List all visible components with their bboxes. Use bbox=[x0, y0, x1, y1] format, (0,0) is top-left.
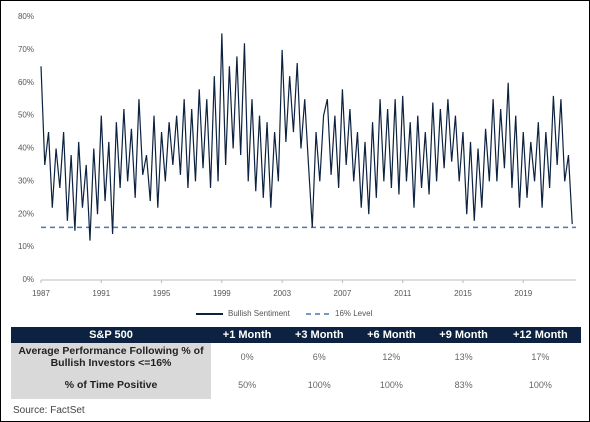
row: Average Performance Following % of Bulli… bbox=[11, 343, 581, 371]
row: % of Time Positive 50% 100% 100% 83% 100% bbox=[11, 371, 581, 399]
legend-label: 16% Level bbox=[335, 309, 373, 318]
cell: 12% bbox=[382, 352, 401, 362]
x-tick-label: 2007 bbox=[334, 289, 352, 298]
legend-label: Bullish Sentiment bbox=[228, 309, 291, 318]
y-tick-label: 80% bbox=[18, 12, 34, 21]
series-line bbox=[40, 33, 573, 241]
y-tick-label: 10% bbox=[18, 242, 34, 251]
x-tick-label: 1999 bbox=[213, 289, 231, 298]
cell: 13% bbox=[454, 352, 473, 362]
header-cell: +3 Month bbox=[283, 327, 356, 343]
y-tick-label: 70% bbox=[18, 45, 34, 54]
cell: 6% bbox=[312, 352, 326, 362]
x-tick-label: 1991 bbox=[92, 289, 110, 298]
header-row: S&P 500 +1 Month +3 Month +6 Month +9 Month +… bbox=[11, 327, 581, 343]
cell: 17% bbox=[531, 352, 550, 362]
cell: 83% bbox=[454, 380, 473, 390]
cell: 0% bbox=[240, 352, 254, 362]
cell: Average Performance Following % of Bulli… bbox=[11, 343, 211, 371]
y-tick-label: 30% bbox=[18, 176, 34, 185]
cell: % of Time Positive bbox=[11, 371, 211, 399]
header-cell: +1 Month bbox=[211, 327, 284, 343]
y-tick-label: 60% bbox=[18, 78, 34, 87]
y-tick-label: 40% bbox=[18, 144, 34, 153]
x-tick-label: 2011 bbox=[394, 289, 412, 298]
x-tick-label: 2019 bbox=[514, 289, 532, 298]
header-cell: S&P 500 bbox=[11, 327, 211, 343]
cell: 50% bbox=[238, 380, 257, 390]
y-tick-label: 50% bbox=[18, 111, 34, 120]
chart: 0% 10% 20% 30% 40% 50% 60% 70% 80% 1987 1991 1995 19… bbox=[18, 12, 576, 318]
header-cell: +9 Month bbox=[427, 327, 500, 343]
cell: 100% bbox=[528, 380, 552, 390]
cell: 100% bbox=[379, 380, 403, 390]
y-tick-label: 0% bbox=[22, 275, 34, 284]
x-tick-label: 2003 bbox=[273, 289, 291, 298]
header-cell: +6 Month bbox=[355, 327, 428, 343]
stats-table: S&P 500 +1 Month +3 Month +6 Month +9 Month +… bbox=[11, 327, 581, 399]
x-tick-label: 2015 bbox=[454, 289, 472, 298]
header-cell: +12 Month bbox=[499, 327, 581, 343]
source: Source: FactSet bbox=[13, 405, 85, 416]
x-tick-label: 1995 bbox=[153, 289, 171, 298]
cell: 100% bbox=[307, 380, 331, 390]
x-tick-label: 1987 bbox=[32, 289, 50, 298]
y-tick-label: 20% bbox=[18, 209, 34, 218]
